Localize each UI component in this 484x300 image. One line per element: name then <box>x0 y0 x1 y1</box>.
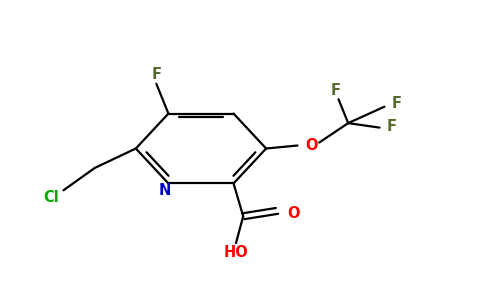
Text: O: O <box>306 138 318 153</box>
Text: F: F <box>331 83 341 98</box>
Text: HO: HO <box>224 245 248 260</box>
Text: F: F <box>387 118 396 134</box>
Text: F: F <box>392 96 401 111</box>
Text: O: O <box>287 206 300 221</box>
Text: F: F <box>151 67 161 82</box>
Text: N: N <box>158 183 171 198</box>
Text: Cl: Cl <box>44 190 59 205</box>
